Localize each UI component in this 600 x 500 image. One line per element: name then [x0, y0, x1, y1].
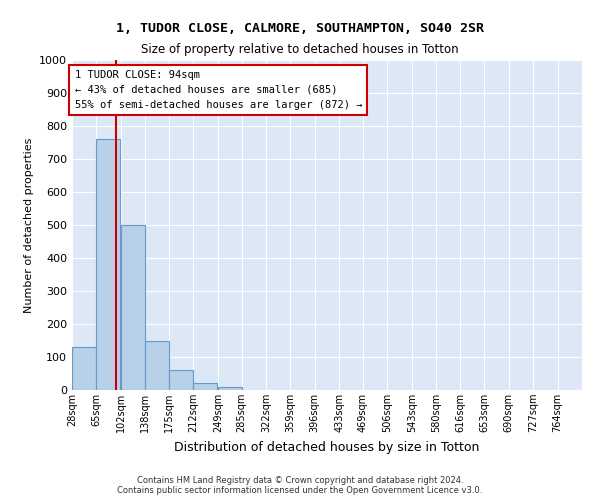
X-axis label: Distribution of detached houses by size in Totton: Distribution of detached houses by size …	[175, 440, 479, 454]
Y-axis label: Number of detached properties: Number of detached properties	[23, 138, 34, 312]
Bar	[218, 386, 242, 390]
Bar	[169, 370, 193, 390]
Bar	[97, 139, 121, 390]
Text: Size of property relative to detached houses in Totton: Size of property relative to detached ho…	[141, 42, 459, 56]
Text: Contains HM Land Registry data © Crown copyright and database right 2024.
Contai: Contains HM Land Registry data © Crown c…	[118, 476, 482, 495]
Bar	[193, 384, 217, 390]
Text: 1 TUDOR CLOSE: 94sqm
← 43% of detached houses are smaller (685)
55% of semi-deta: 1 TUDOR CLOSE: 94sqm ← 43% of detached h…	[74, 70, 362, 110]
Bar	[72, 347, 96, 390]
Text: 1, TUDOR CLOSE, CALMORE, SOUTHAMPTON, SO40 2SR: 1, TUDOR CLOSE, CALMORE, SOUTHAMPTON, SO…	[116, 22, 484, 36]
Bar	[145, 340, 169, 390]
Bar	[121, 225, 145, 390]
